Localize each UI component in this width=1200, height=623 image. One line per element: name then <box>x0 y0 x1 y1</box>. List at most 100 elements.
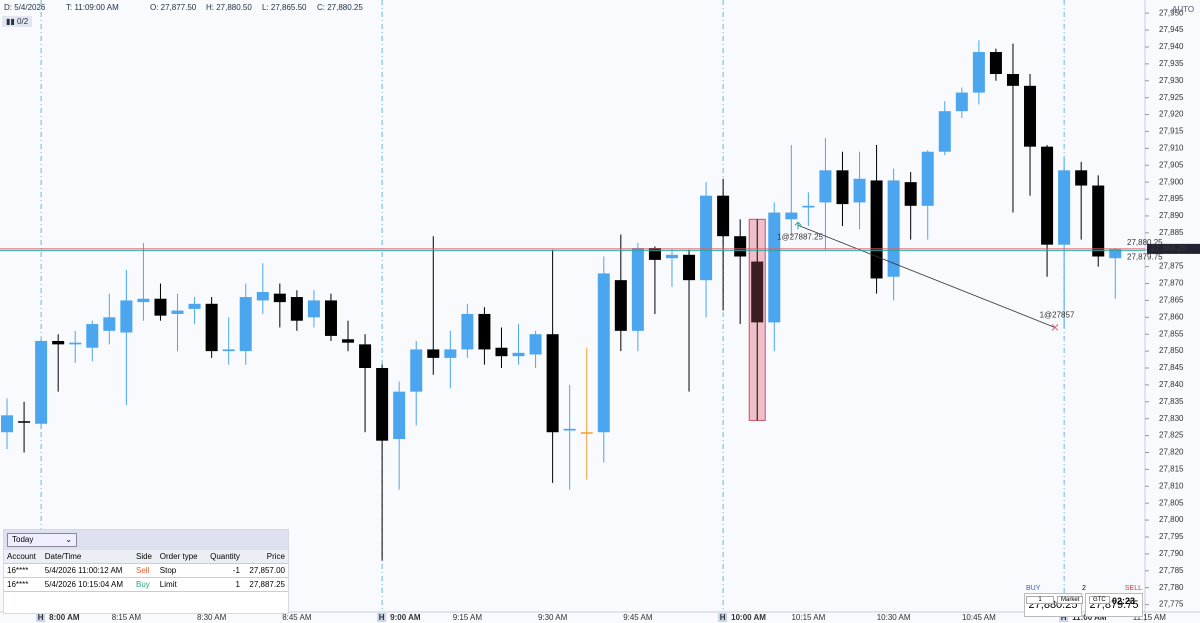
y-tick-label: 27,800 <box>1159 515 1184 524</box>
candle-body <box>273 293 286 303</box>
y-tick-label: 27,915 <box>1159 127 1184 136</box>
candle-body <box>1092 185 1105 257</box>
tif[interactable]: GTC <box>1089 596 1110 604</box>
candle-body <box>989 52 1002 75</box>
header-open: O: 27,877.50 <box>150 3 197 12</box>
order-counter[interactable]: ▮▮ 0/2 <box>2 16 33 27</box>
trade-link <box>797 224 1056 328</box>
hour-marker-box <box>718 613 728 622</box>
candle-body <box>870 180 883 279</box>
y-tick-label: 27,865 <box>1159 296 1184 305</box>
x-tick-label: 9:45 AM <box>623 613 653 622</box>
quantity-input[interactable]: 1 <box>1026 596 1054 604</box>
candle-body <box>580 432 593 434</box>
candle-body <box>665 254 678 259</box>
y-tick-label: 27,850 <box>1159 346 1184 355</box>
x-tick-label: 11:00 AM <box>1072 613 1107 622</box>
candle-body <box>563 428 576 431</box>
hour-marker-box <box>1059 613 1069 622</box>
candle-body <box>529 334 542 355</box>
y-tick-label: 27,860 <box>1159 312 1184 321</box>
x-tick-label: 10:15 AM <box>791 613 825 622</box>
cell: 5/4/2026 10:15:04 AM <box>41 577 133 592</box>
candle-body <box>1006 74 1019 86</box>
candle-body <box>239 297 252 352</box>
x-tick-label: 10:45 AM <box>962 613 996 622</box>
candle-body <box>342 339 355 343</box>
y-tick-label: 27,835 <box>1159 397 1184 406</box>
scale-mode[interactable]: AUTO <box>1172 5 1195 14</box>
candle-body <box>69 342 82 345</box>
candle-body <box>103 317 116 331</box>
orders-panel: Today ⌄ Account Date/Time Side Order type Qu… <box>3 529 289 614</box>
orders-toolbar: Today ⌄ <box>4 530 288 550</box>
y-tick-label: 27,815 <box>1159 465 1184 474</box>
y-tick-label: 27,950 <box>1159 8 1184 17</box>
cell: Buy <box>132 577 157 592</box>
candle-body <box>52 340 65 345</box>
candle-body <box>376 368 389 441</box>
candle-body <box>938 111 951 152</box>
y-tick-label: 27,870 <box>1159 279 1184 288</box>
sell-label: SELL <box>1124 585 1142 592</box>
y-tick-label: 27,895 <box>1159 194 1184 203</box>
y-tick-label: 27,790 <box>1159 549 1184 558</box>
y-tick-label: 27,840 <box>1159 380 1184 389</box>
cell: 5/4/2026 11:00:12 AM <box>41 563 133 578</box>
y-tick-label: 27,810 <box>1159 481 1184 490</box>
y-tick-label: 27,875 <box>1159 262 1184 271</box>
column-header: Date/Time <box>41 550 133 564</box>
y-tick-label: 27,795 <box>1159 532 1184 541</box>
y-tick-label: 27,900 <box>1159 177 1184 186</box>
order-row: 16**** 5/4/2026 11:00:12 AM Sell Stop -1 27,8… <box>4 563 288 578</box>
x-tick-label: 8:00 AM <box>49 613 80 622</box>
execution-label: 1@27887.25 <box>777 232 823 241</box>
y-tick-label: 27,940 <box>1159 42 1184 51</box>
candle-body <box>393 391 406 439</box>
cell: Sell <box>132 563 157 578</box>
candle-body <box>188 303 201 309</box>
position: 2 <box>1082 585 1086 592</box>
y-tick-label: 27,775 <box>1159 600 1184 609</box>
candle-body <box>120 300 133 333</box>
candle-body <box>904 182 917 206</box>
candle-body <box>631 248 644 331</box>
candle-body <box>1 415 14 433</box>
y-tick-label: 27,885 <box>1159 228 1184 237</box>
candle-body <box>35 340 48 424</box>
order-row: 16**** 5/4/2026 10:15:04 AM Buy Limit 1 27,88… <box>4 577 288 592</box>
candle-body <box>683 254 696 281</box>
order-type[interactable]: Market <box>1057 596 1084 604</box>
candle-body <box>887 180 900 277</box>
candle-body <box>955 92 968 112</box>
y-tick-label: 27,805 <box>1159 498 1184 507</box>
x-tick-label: 10:00 AM <box>731 613 766 622</box>
header-date: D: 5/4/2026 <box>4 3 46 12</box>
y-tick-label: 27,910 <box>1159 143 1184 152</box>
cell: 1 <box>204 577 243 592</box>
candle-body <box>1041 146 1054 245</box>
filter-dropdown[interactable]: Today ⌄ <box>7 533 77 547</box>
candle-body <box>597 273 610 433</box>
y-tick-label: 27,930 <box>1159 76 1184 85</box>
candle-body <box>921 151 934 206</box>
column-header: Order type <box>156 550 205 564</box>
header-high: H: 27,880.50 <box>206 3 252 12</box>
hour-marker: H <box>720 613 726 622</box>
candle-body <box>359 344 372 369</box>
counter: 0/2 <box>17 17 29 26</box>
candle-body <box>1109 248 1122 259</box>
y-tick-label: 27,785 <box>1159 566 1184 575</box>
candle-body <box>734 236 747 257</box>
candle-body <box>1058 170 1071 245</box>
icon: ⌄ <box>65 535 72 544</box>
candle-body <box>222 349 235 352</box>
hour-marker-box <box>36 613 46 622</box>
y-tick-label: 27,920 <box>1159 110 1184 119</box>
x-tick-label: 11:15 AM <box>1133 613 1167 622</box>
x-tick-label: 9:15 AM <box>453 613 483 622</box>
x-tick-label: 9:30 AM <box>538 613 568 622</box>
candle-body <box>154 298 167 316</box>
